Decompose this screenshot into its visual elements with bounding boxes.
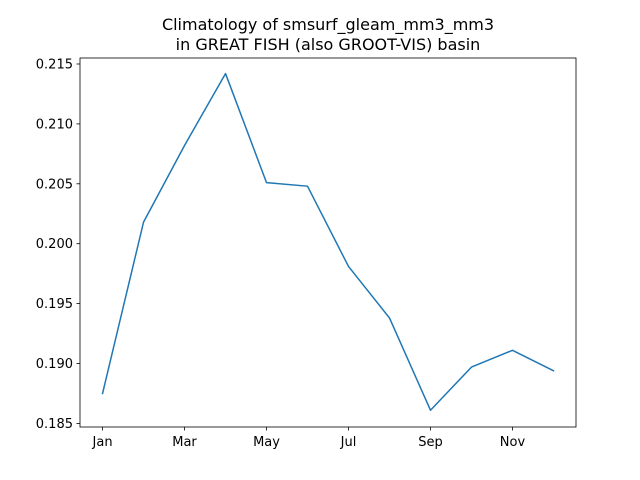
y-tick-label: 0.215 bbox=[36, 57, 73, 72]
x-tick-label: Sep bbox=[418, 435, 443, 450]
x-tick-label: Jul bbox=[340, 435, 357, 450]
x-tick-label: Nov bbox=[500, 435, 526, 450]
y-tick-label: 0.195 bbox=[36, 297, 73, 312]
y-tick-label: 0.185 bbox=[36, 417, 73, 432]
axes-frame bbox=[79, 57, 577, 428]
chart-title-line-1: Climatology of smsurf_gleam_mm3_mm3 bbox=[161, 15, 495, 34]
x-tick-label: Mar bbox=[172, 435, 197, 450]
x-tick-label: May bbox=[253, 435, 280, 450]
chart-title-line-2: in GREAT FISH (also GROOT-VIS) basin bbox=[175, 35, 481, 54]
y-tick-label: 0.210 bbox=[36, 117, 73, 132]
x-tick-label: Jan bbox=[92, 435, 113, 450]
y-tick-label: 0.200 bbox=[36, 237, 73, 252]
series-line-0 bbox=[101, 72, 555, 411]
y-tick-label: 0.205 bbox=[36, 177, 73, 192]
y-tick-label: 0.190 bbox=[36, 357, 73, 372]
